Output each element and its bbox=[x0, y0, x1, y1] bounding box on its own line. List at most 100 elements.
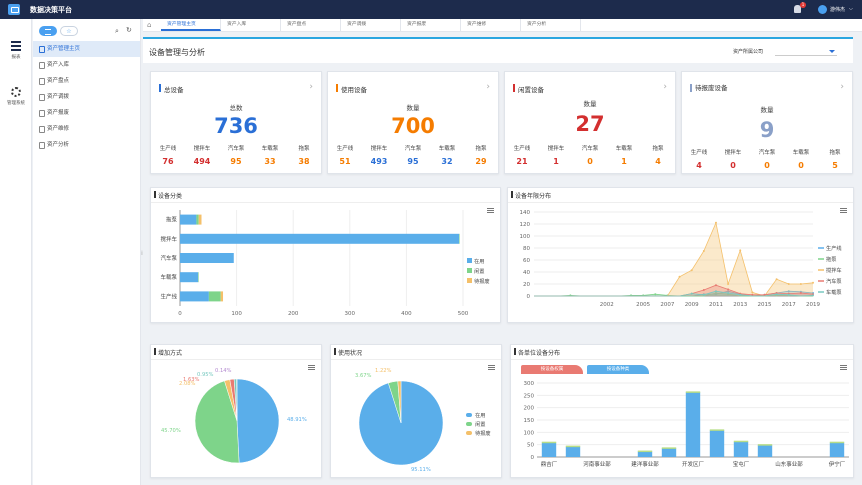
legend-swatch bbox=[467, 258, 472, 263]
nav-reports[interactable]: 报表 bbox=[0, 41, 32, 60]
y-tick-label: 100 bbox=[524, 430, 535, 436]
home-icon[interactable]: ⌂ bbox=[147, 21, 152, 29]
tab-asset-inbound[interactable]: 资产入库 bbox=[221, 19, 281, 31]
bar-cap bbox=[565, 445, 581, 448]
menu-icon[interactable] bbox=[840, 365, 847, 370]
menu-icon[interactable] bbox=[840, 208, 847, 213]
nav-management[interactable]: 管理系统 bbox=[0, 87, 32, 106]
bar-segment bbox=[459, 233, 460, 244]
chevron-down-icon[interactable]: ⌵ bbox=[849, 6, 853, 12]
kpi-card-in-use[interactable]: 使用设备 › 数量 700 生产线 搅拌车 汽车泵 车载泵 拖泵 51 493 95 32 29 bbox=[327, 71, 499, 174]
legend-label: 在用 bbox=[474, 257, 484, 265]
sidebar-item-asset-analysis[interactable]: 资产分析 bbox=[33, 137, 140, 153]
legend-swatch bbox=[466, 413, 472, 417]
kpi-breakdown-value: 1 bbox=[621, 157, 627, 166]
favorites-star-icon[interactable]: ☆ bbox=[60, 26, 78, 36]
kpi-label: 生产线 bbox=[159, 146, 177, 152]
kpi-card-pending-scrap[interactable]: 待报废设备 › 数量 9 生产线 搅拌车 汽车泵 车载泵 拖泵 4 0 0 0 5 bbox=[681, 71, 853, 174]
chevron-right-icon[interactable]: › bbox=[663, 82, 667, 92]
sidebar-collapse-handle[interactable]: ⁞ bbox=[141, 250, 143, 257]
kpi-breakdown-value: 29 bbox=[475, 157, 487, 166]
data-point bbox=[727, 283, 730, 285]
chevron-right-icon[interactable]: › bbox=[840, 82, 844, 92]
tab-asset-scrap[interactable]: 资产报废 bbox=[401, 19, 461, 31]
series-line bbox=[534, 290, 814, 297]
refresh-icon[interactable]: ↻ bbox=[126, 26, 132, 34]
tab-asset-analysis[interactable]: 资产分析 bbox=[521, 19, 581, 31]
y-tick-label: 搅拌车 bbox=[160, 235, 177, 243]
menu-icon[interactable] bbox=[308, 365, 315, 370]
kpi-labels: 生产线 搅拌车 汽车泵 车载泵 拖泵 bbox=[151, 144, 321, 152]
company-filter-select[interactable] bbox=[775, 46, 837, 56]
kpi-values: 4 0 0 0 5 bbox=[682, 161, 852, 170]
panel-title: 设备分类 bbox=[154, 191, 182, 200]
sidebar-item-asset-home[interactable]: 资产管理主页 bbox=[33, 41, 140, 57]
tab-by-ownership[interactable]: 按设备权属 bbox=[521, 365, 583, 374]
kpi-label: 生产线 bbox=[513, 146, 531, 152]
avatar[interactable] bbox=[818, 5, 827, 14]
sidebar-item-asset-scrap[interactable]: 资产报废 bbox=[33, 105, 140, 121]
sidebar-item-asset-repair[interactable]: 资产维修 bbox=[33, 121, 140, 137]
bar-segment bbox=[196, 214, 199, 225]
tab-asset-transfer[interactable]: 资产调拨 bbox=[341, 19, 401, 31]
kpi-value: 27 bbox=[575, 112, 605, 136]
data-point bbox=[799, 283, 802, 285]
search-icon[interactable]: ⌕ bbox=[115, 27, 119, 35]
kpi-color-bar bbox=[159, 84, 161, 92]
bar-cap bbox=[685, 391, 701, 393]
x-tick-label: 2015 bbox=[757, 302, 771, 308]
kpi-breakdown-value: 0 bbox=[764, 161, 770, 170]
pie-label: 2.08% bbox=[179, 381, 196, 387]
sidebar-item-asset-transfer[interactable]: 资产调拨 bbox=[33, 89, 140, 105]
data-point bbox=[690, 269, 693, 272]
pie-label: 45.70% bbox=[161, 428, 181, 434]
tab-asset-repair[interactable]: 资产维修 bbox=[461, 19, 521, 31]
tab-by-type[interactable]: 按设备种类 bbox=[587, 365, 649, 374]
sidebar-item-asset-inbound[interactable]: 资产入库 bbox=[33, 57, 140, 73]
bar bbox=[757, 445, 773, 457]
data-point bbox=[775, 278, 778, 281]
legend-label: 闲置 bbox=[474, 267, 484, 275]
x-tick-label: 2011 bbox=[709, 302, 723, 308]
x-tick-label: 鼎吉厂 bbox=[541, 461, 558, 468]
pie-label: 3.67% bbox=[355, 373, 372, 379]
chevron-right-icon[interactable]: › bbox=[486, 82, 490, 92]
data-point bbox=[690, 292, 693, 295]
bell-icon[interactable] bbox=[794, 5, 801, 13]
kpi-sub: 数量 bbox=[406, 104, 420, 112]
kpi-labels: 生产线 搅拌车 汽车泵 车载泵 拖泵 bbox=[328, 144, 498, 152]
tab-asset-inventory[interactable]: 资产盘点 bbox=[281, 19, 341, 31]
user-name[interactable]: 游伟杰 bbox=[830, 7, 846, 13]
chevron-right-icon[interactable]: › bbox=[309, 82, 313, 92]
kpi-card-idle[interactable]: 闲置设备 › 数量 27 生产线 搅拌车 汽车泵 车载泵 拖泵 21 1 0 1 4 bbox=[504, 71, 676, 174]
x-tick-label: 500 bbox=[458, 311, 469, 317]
tab-bar: ⌂ 资产管理主页 资产入库 资产盘点 资产调拨 资产报废 资产维修 资产分析 bbox=[143, 19, 862, 32]
panel-title: 设备年限分布 bbox=[511, 191, 551, 200]
menu-icon[interactable] bbox=[487, 208, 494, 213]
tab-asset-home[interactable]: 资产管理主页 bbox=[161, 19, 221, 31]
series-area bbox=[534, 222, 813, 296]
legend-swatch bbox=[467, 268, 472, 273]
nav-management-label: 管理系统 bbox=[7, 101, 25, 106]
legend-label: 拖泵 bbox=[826, 255, 836, 263]
kpi-breakdown-value: 21 bbox=[516, 157, 528, 166]
legend-label: 车载泵 bbox=[826, 288, 842, 296]
kpi-label: 拖泵 bbox=[298, 146, 310, 152]
x-tick-label: 2017 bbox=[782, 302, 796, 308]
data-point bbox=[714, 284, 717, 287]
sidebar-item-asset-inventory[interactable]: 资产盘点 bbox=[33, 73, 140, 89]
x-tick-label: 200 bbox=[288, 311, 299, 317]
menu-list-toggle[interactable] bbox=[39, 26, 57, 36]
y-tick-label: 汽车泵 bbox=[160, 254, 177, 262]
pie-slice bbox=[397, 380, 402, 424]
bar-segment bbox=[198, 272, 199, 283]
menu-icon[interactable] bbox=[488, 365, 495, 370]
bar-cap bbox=[733, 440, 749, 443]
kpi-card-total[interactable]: 总设备 › 总数 736 生产线 搅拌车 汽车泵 车载泵 拖泵 76 494 95 33 38 bbox=[150, 71, 322, 174]
kpi-labels: 生产线 搅拌车 汽车泵 车载泵 拖泵 bbox=[505, 144, 675, 152]
x-tick-label: 400 bbox=[401, 311, 412, 317]
kpi-label: 搅拌车 bbox=[724, 150, 742, 156]
y-tick-label: 120 bbox=[520, 222, 531, 228]
pie-label: 0.95% bbox=[197, 372, 214, 378]
